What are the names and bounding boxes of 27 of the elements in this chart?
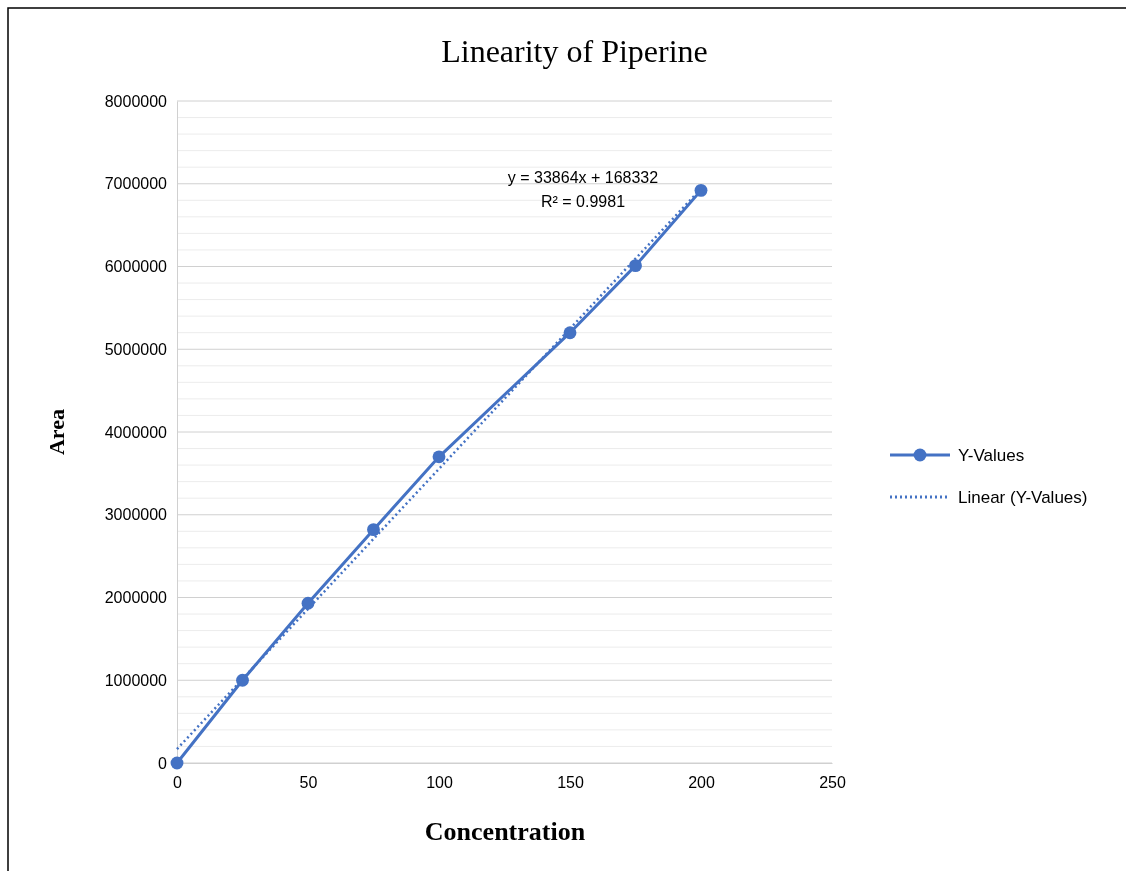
y-tick-label: 1000000 bbox=[104, 671, 168, 689]
y-tick-label: 8000000 bbox=[104, 92, 168, 110]
annotation: y = 33864x + 168332 bbox=[507, 169, 659, 186]
y-tick-label: 2000000 bbox=[104, 589, 168, 607]
x-tick-label: 0 bbox=[173, 774, 183, 792]
annotation: R² = 0.9981 bbox=[540, 193, 626, 210]
x-tick-label: 200 bbox=[688, 774, 715, 792]
y-tick-label: 0 bbox=[158, 754, 168, 772]
x-tick-label: 250 bbox=[819, 774, 846, 792]
point bbox=[629, 259, 642, 273]
y-axis-title: Area bbox=[44, 408, 69, 456]
x-tick-label: 100 bbox=[426, 774, 453, 792]
chart-title: Linearity of Piperine bbox=[441, 33, 708, 69]
y-tick-label: 5000000 bbox=[104, 340, 168, 358]
y-tick-label: 3000000 bbox=[104, 506, 168, 524]
point bbox=[367, 523, 380, 537]
legend-label: Linear (Y-Values) bbox=[958, 488, 1088, 507]
y-tick-label: 4000000 bbox=[104, 423, 168, 441]
x-axis-title: Concentration bbox=[424, 817, 586, 846]
y-tick-label: 6000000 bbox=[104, 258, 168, 276]
legend-label: Y-Values bbox=[958, 446, 1025, 465]
x-tick-label: 150 bbox=[557, 774, 584, 792]
point bbox=[694, 183, 708, 197]
x-tick-label: 50 bbox=[299, 774, 318, 792]
point bbox=[432, 450, 446, 464]
point bbox=[170, 756, 184, 770]
y-tick-label: 7000000 bbox=[104, 175, 168, 193]
